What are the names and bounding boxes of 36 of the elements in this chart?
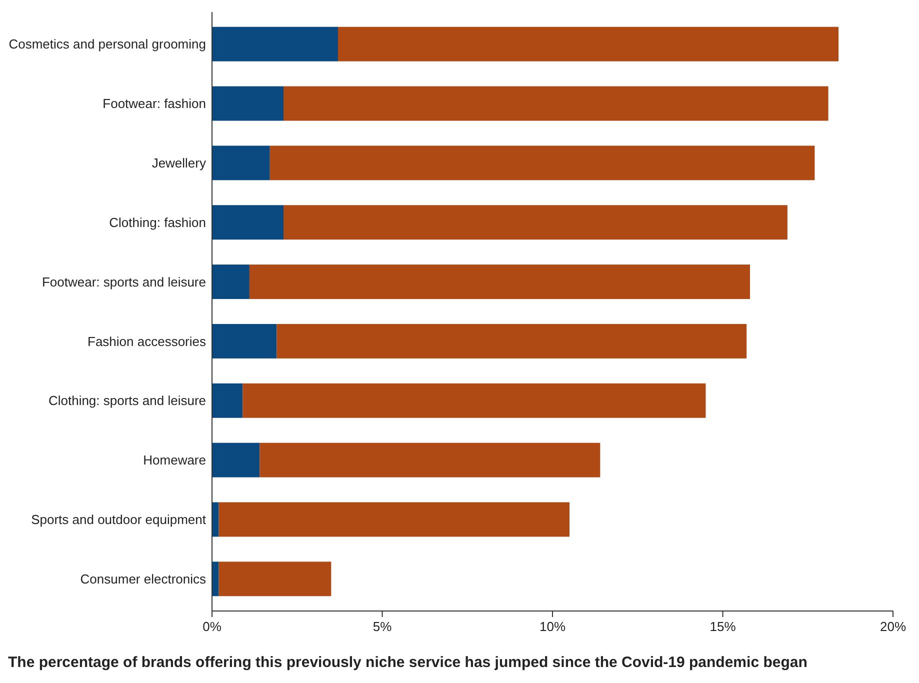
bar: [212, 383, 243, 418]
y-tick-label: Footwear: sports and leisure: [42, 274, 206, 290]
text: The percentage of brands offering this previously niche service has jumped since the Covid-19 pandemic began: [8, 654, 808, 671]
bar: [260, 442, 600, 478]
y-tick-label: Clothing: fashion: [109, 214, 206, 230]
bar: [212, 324, 277, 358]
bar: [212, 442, 260, 478]
bar: [270, 146, 815, 180]
y-tick-label: Sports and outdoor equipment: [31, 512, 206, 528]
y-tick-label: Footwear: fashion: [102, 96, 206, 112]
y-tick-label: Consumer electronics: [80, 571, 206, 586]
bar: [284, 86, 828, 121]
bar: [338, 26, 839, 62]
bar: [249, 264, 750, 300]
x-tick-label: 5%: [372, 619, 392, 634]
bar: [276, 324, 747, 358]
y-tick-label: Fashion accessories: [88, 334, 206, 349]
bar: [212, 146, 270, 180]
y-tick-label: Homeware: [143, 452, 206, 468]
x-tick-label: 10%: [539, 619, 566, 634]
bar: [212, 26, 338, 62]
y-tick-label: Jewellery: [152, 155, 206, 170]
bar: [242, 383, 706, 418]
bar: [212, 502, 219, 537]
bar: [218, 562, 332, 596]
x-tick-label: 20%: [880, 619, 906, 634]
y-tick-label: Cosmetics and personal grooming: [8, 36, 206, 52]
x-tick-label: 15%: [710, 619, 736, 634]
x-tick-label: 0%: [202, 619, 222, 634]
bar: [212, 86, 284, 121]
y-tick-label: Clothing: sports and leisure: [48, 393, 206, 408]
bar: [212, 562, 219, 596]
bar: [284, 205, 788, 240]
bar: [212, 264, 250, 300]
bar: [218, 502, 570, 537]
bar: [212, 205, 284, 240]
